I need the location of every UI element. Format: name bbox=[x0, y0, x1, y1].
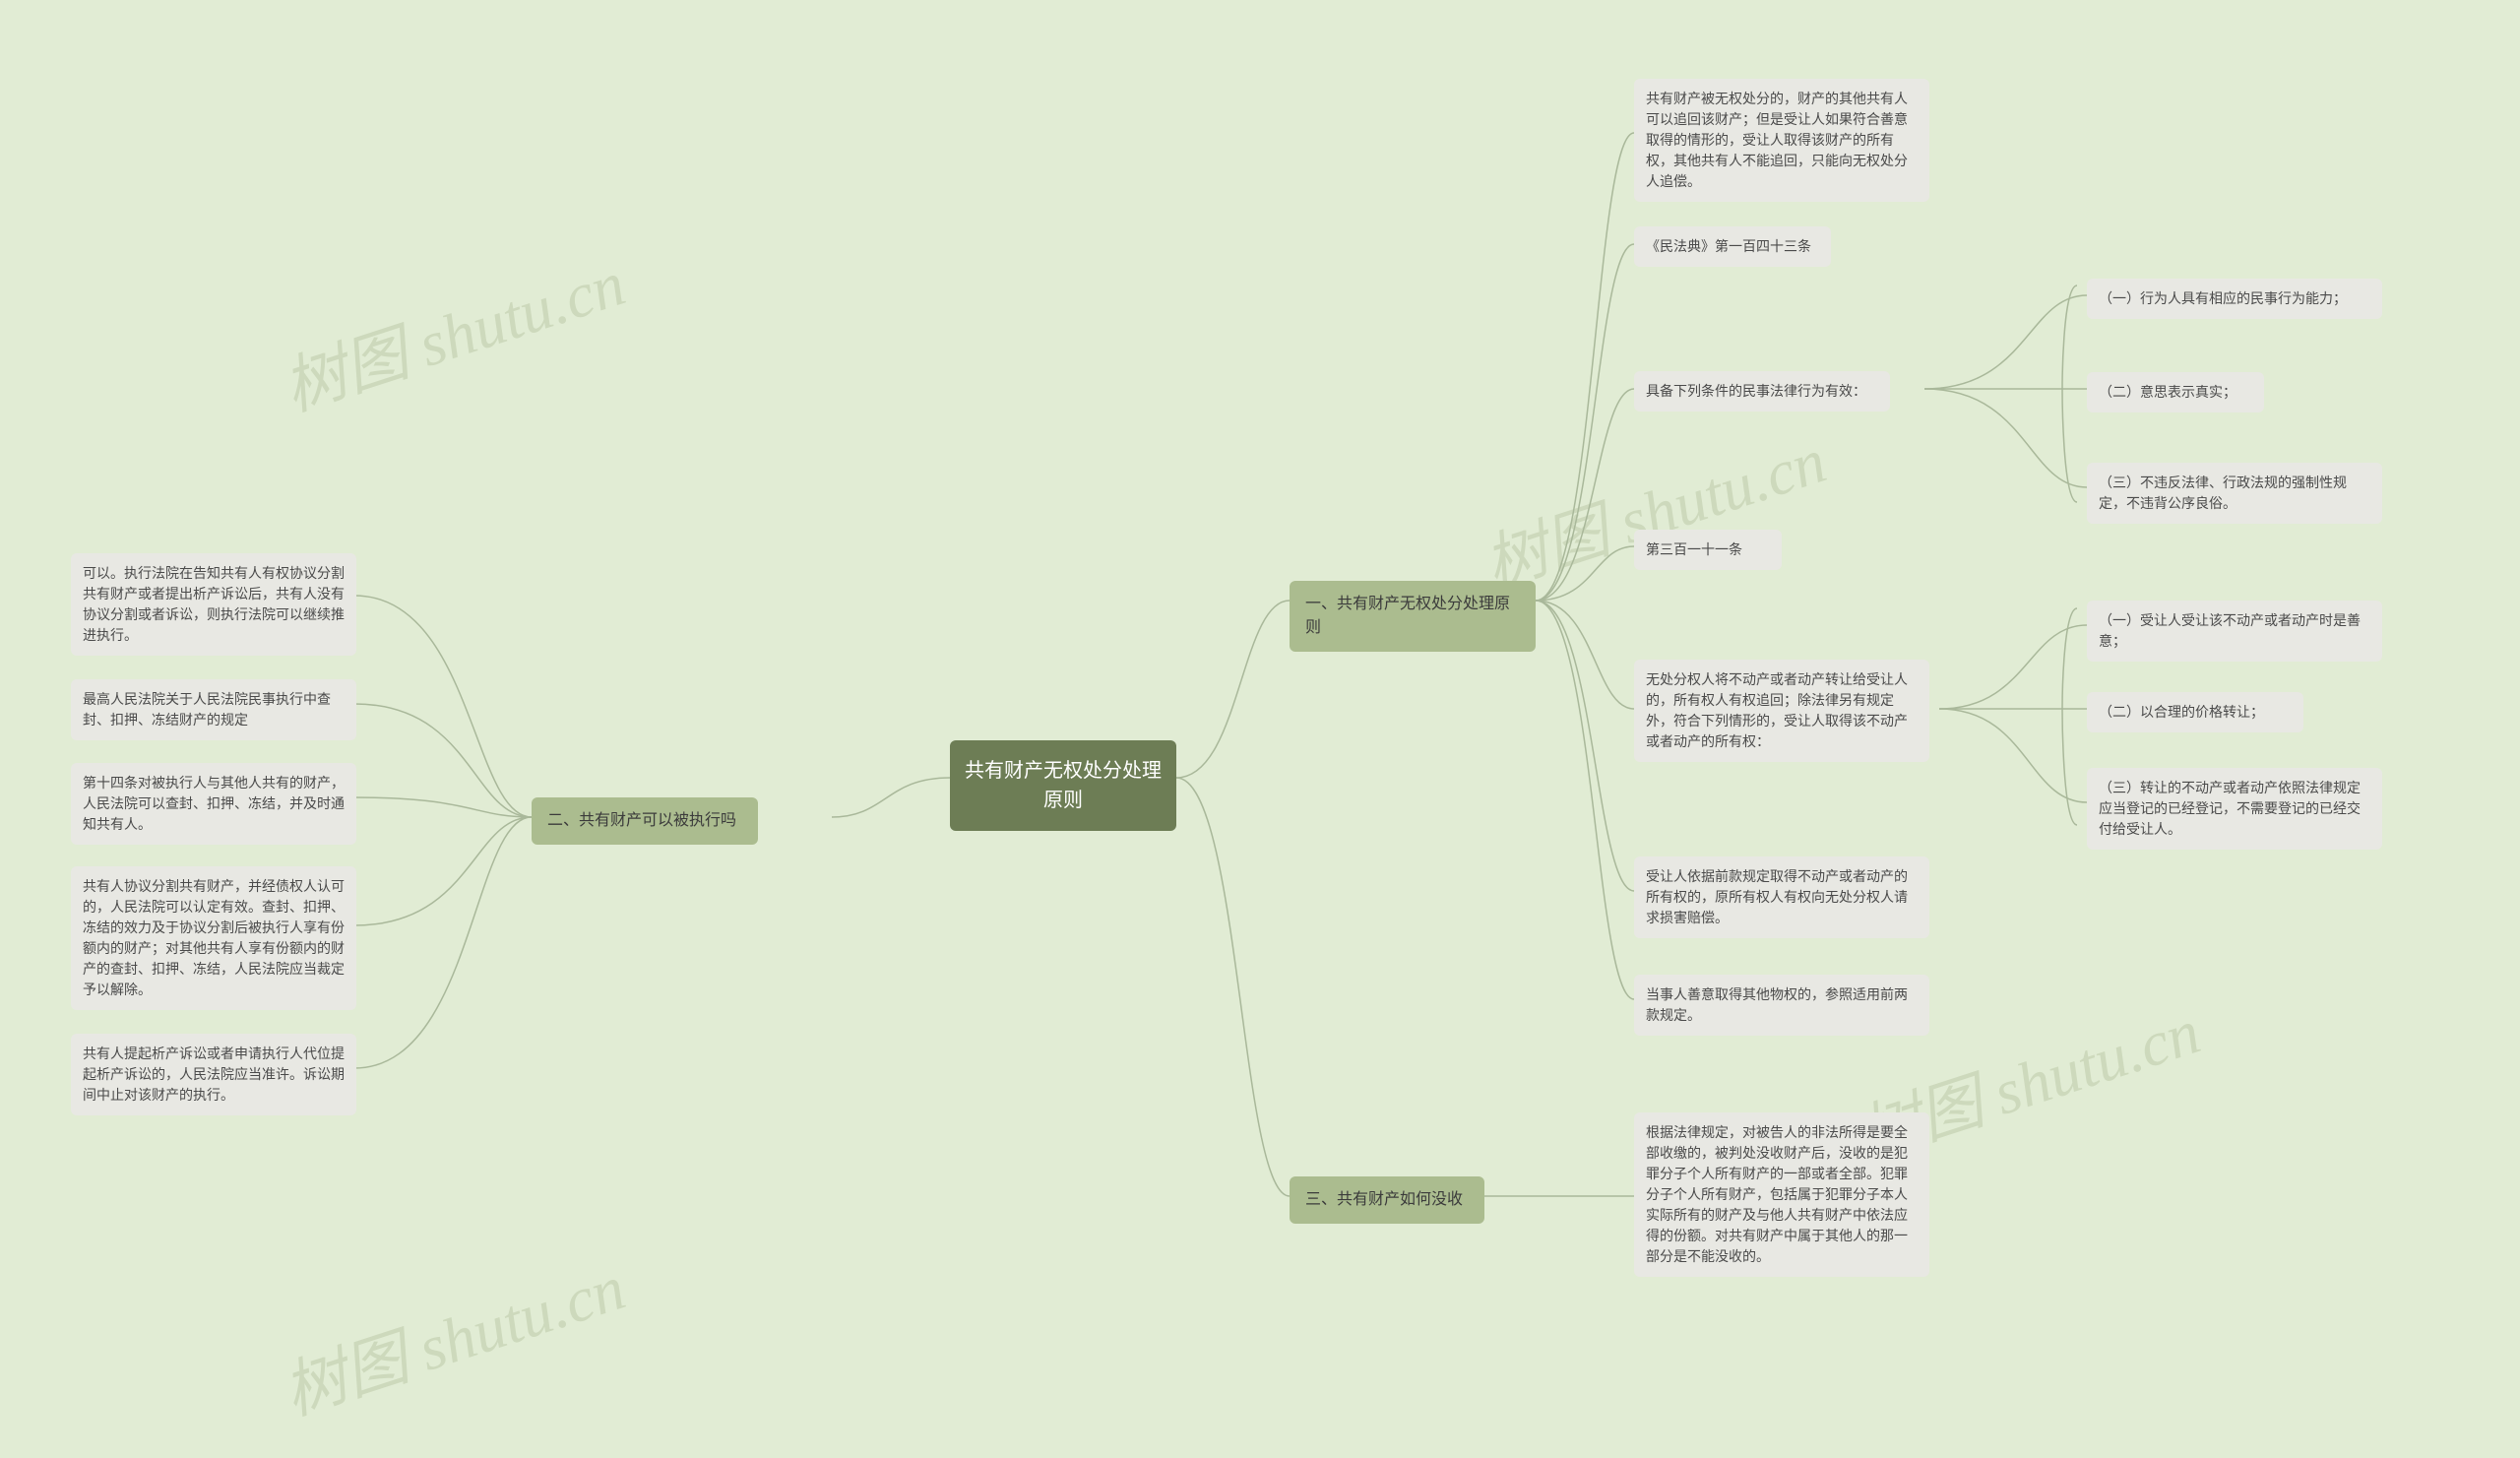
leaf-b1-3-3: （三）不违反法律、行政法规的强制性规定，不违背公序良俗。 bbox=[2087, 463, 2382, 524]
leaf-b2-3: 第十四条对被执行人与其他人共有的财产，人民法院可以查封、扣押、冻结，并及时通知共… bbox=[71, 763, 356, 845]
leaf-b1-1: 共有财产被无权处分的，财产的其他共有人可以追回该财产；但是受让人如果符合善意取得… bbox=[1634, 79, 1929, 202]
branch-1: 一、共有财产无权处分处理原则 bbox=[1290, 581, 1536, 652]
watermark: 树图 shutu.cn bbox=[271, 1237, 635, 1432]
root-node: 共有财产无权处分处理原则 bbox=[950, 740, 1176, 831]
leaf-b1-2: 《民法典》第一百四十三条 bbox=[1634, 226, 1831, 267]
leaf-b2-4: 共有人协议分割共有财产，并经债权人认可的，人民法院可以认定有效。查封、扣押、冻结… bbox=[71, 866, 356, 1010]
leaf-b1-4: 第三百一十一条 bbox=[1634, 530, 1782, 570]
watermark: 树图 shutu.cn bbox=[1472, 411, 1836, 605]
leaf-b1-3: 具备下列条件的民事法律行为有效： bbox=[1634, 371, 1890, 412]
leaf-b1-3-1: （一）行为人具有相应的民事行为能力； bbox=[2087, 279, 2382, 319]
leaf-b2-2: 最高人民法院关于人民法院民事执行中查封、扣押、冻结财产的规定 bbox=[71, 679, 356, 740]
branch-2: 二、共有财产可以被执行吗 bbox=[532, 797, 758, 845]
leaf-b1-5: 无处分权人将不动产或者动产转让给受让人的，所有权人有权追回；除法律另有规定外，符… bbox=[1634, 660, 1929, 762]
leaf-b3-1: 根据法律规定，对被告人的非法所得是要全部收缴的，被判处没收财产后，没收的是犯罪分… bbox=[1634, 1112, 1929, 1277]
leaf-b1-5-3: （三）转让的不动产或者动产依照法律规定应当登记的已经登记，不需要登记的已经交付给… bbox=[2087, 768, 2382, 850]
leaf-b2-1: 可以。执行法院在告知共有人有权协议分割共有财产或者提出析产诉讼后，共有人没有协议… bbox=[71, 553, 356, 656]
watermark: 树图 shutu.cn bbox=[271, 233, 635, 428]
leaf-b2-5: 共有人提起析产诉讼或者申请执行人代位提起析产诉讼的，人民法院应当准许。诉讼期间中… bbox=[71, 1034, 356, 1115]
leaf-b1-7: 当事人善意取得其他物权的，参照适用前两款规定。 bbox=[1634, 975, 1929, 1036]
leaf-b1-5-2: （二）以合理的价格转让； bbox=[2087, 692, 2303, 732]
leaf-b1-3-2: （二）意思表示真实； bbox=[2087, 372, 2264, 412]
leaf-b1-5-1: （一）受让人受让该不动产或者动产时是善意； bbox=[2087, 601, 2382, 662]
leaf-b1-6: 受让人依据前款规定取得不动产或者动产的所有权的，原所有权人有权向无处分权人请求损… bbox=[1634, 856, 1929, 938]
branch-3: 三、共有财产如何没收 bbox=[1290, 1176, 1484, 1224]
